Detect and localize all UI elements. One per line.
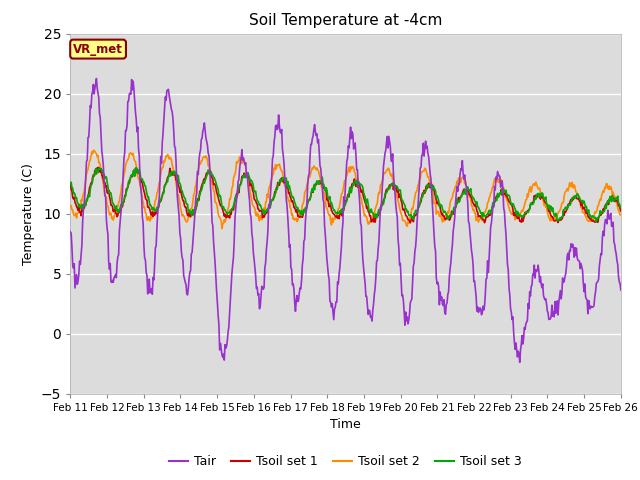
Y-axis label: Temperature (C): Temperature (C) (22, 163, 35, 264)
Legend: Tair, Tsoil set 1, Tsoil set 2, Tsoil set 3: Tair, Tsoil set 1, Tsoil set 2, Tsoil se… (164, 450, 527, 473)
X-axis label: Time: Time (330, 418, 361, 431)
Title: Soil Temperature at -4cm: Soil Temperature at -4cm (249, 13, 442, 28)
Text: VR_met: VR_met (73, 43, 123, 56)
